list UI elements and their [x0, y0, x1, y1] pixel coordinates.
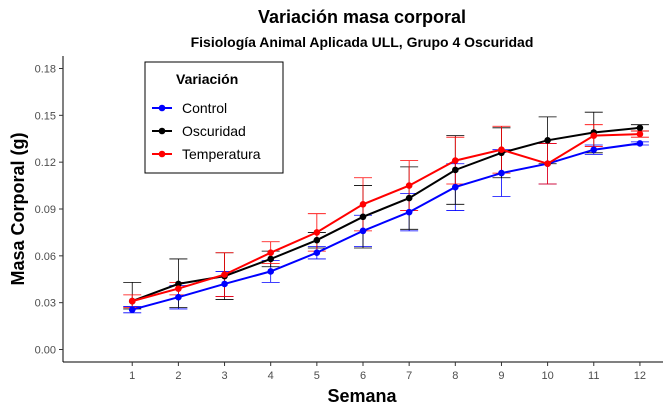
x-axis-title: Semana [327, 386, 397, 406]
y-tick-label: 0.18 [35, 63, 56, 75]
x-tick-label: 7 [406, 370, 412, 382]
data-point-oscuridad [636, 124, 644, 132]
data-point-temperatura [636, 130, 644, 138]
x-tick-label: 1 [129, 370, 135, 382]
legend: Variación Control Oscuridad Temperatura [144, 61, 284, 174]
data-point-control [405, 208, 413, 216]
data-point-temperatura [359, 201, 367, 208]
data-point-oscuridad [175, 280, 182, 288]
data-point-control [636, 140, 644, 147]
x-tick-label: 11 [588, 370, 599, 382]
data-point-control [590, 146, 598, 153]
data-point-control [452, 183, 459, 191]
x-tick-label: 3 [221, 370, 227, 382]
x-tick-label: 2 [175, 370, 181, 382]
legend-label-oscuridad: Oscuridad [182, 123, 246, 139]
plot-area: 0.000.030.060.090.120.150.181 2 3 4 5 6 7 8 9 10 1… [35, 56, 663, 382]
data-point-temperatura [128, 297, 136, 305]
data-point-oscuridad [544, 137, 551, 144]
data-point-oscuridad [267, 255, 274, 263]
data-point-oscuridad [452, 166, 459, 174]
legend-key-point [158, 104, 166, 112]
x-tick-label: 5 [314, 370, 320, 382]
data-point-control [498, 169, 505, 177]
y-axis-title: Masa Corporal (g) [8, 132, 28, 285]
legend-label-control: Control [182, 100, 227, 116]
legend-label-temperatura: Temperatura [182, 146, 261, 162]
data-point-control [359, 227, 367, 235]
legend-key-point [158, 127, 166, 135]
data-point-temperatura [405, 182, 413, 189]
x-tick-label: 9 [498, 370, 504, 382]
chart-subtitle: Fisiología Animal Aplicada ULL, Grupo 4 … [191, 34, 534, 50]
data-point-temperatura [221, 271, 228, 278]
data-point-oscuridad [313, 236, 321, 244]
data-point-temperatura [544, 160, 551, 168]
x-tick-label: 12 [634, 370, 646, 382]
data-point-control [175, 293, 182, 301]
x-tick-label: 10 [541, 370, 553, 382]
data-point-temperatura [498, 146, 505, 153]
data-point-oscuridad [405, 194, 413, 202]
data-point-temperatura [175, 285, 182, 292]
legend-title: Variación [176, 71, 238, 87]
y-tick-label: 0.03 [35, 298, 56, 310]
chart-title: Variación masa corporal [258, 7, 466, 27]
data-point-control [267, 268, 274, 275]
x-tick-label: 6 [360, 370, 366, 382]
y-tick-label: 0.12 [35, 157, 56, 169]
x-tick-label: 8 [452, 370, 458, 382]
data-point-oscuridad [359, 213, 367, 221]
series-line-temperatura [131, 133, 640, 303]
y-tick-label: 0.15 [35, 110, 56, 122]
data-point-control [128, 306, 136, 313]
data-point-temperatura [452, 157, 459, 164]
data-point-temperatura [313, 229, 321, 236]
x-tick-label: 4 [268, 370, 274, 382]
data-point-control [313, 249, 321, 257]
data-point-temperatura [267, 249, 274, 257]
data-point-temperatura [590, 132, 598, 139]
y-tick-label: 0.06 [35, 251, 56, 263]
y-tick-label: 0.09 [35, 204, 56, 216]
legend-key-point [158, 150, 166, 158]
y-tick-label: 0.00 [35, 345, 56, 357]
data-point-control [221, 280, 228, 288]
series-line-control [131, 142, 641, 311]
